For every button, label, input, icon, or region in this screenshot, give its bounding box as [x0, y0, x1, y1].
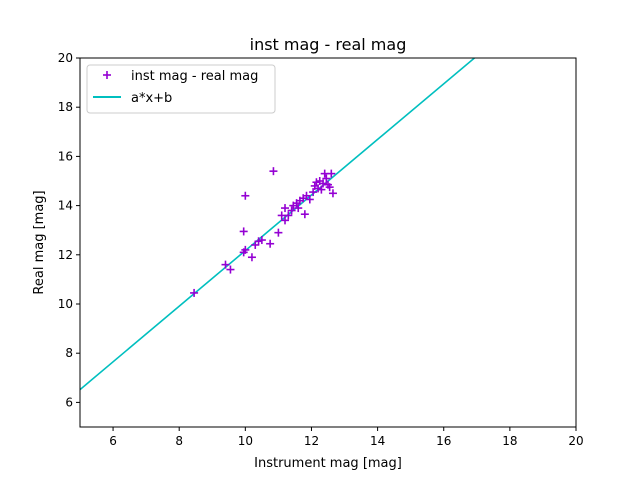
y-axis: 6 8 10 12 14 16 18 20 — [58, 51, 80, 409]
data-point — [322, 174, 331, 183]
data-point — [287, 206, 296, 215]
legend-label-scatter: inst mag - real mag — [131, 69, 258, 84]
data-point — [281, 204, 290, 213]
y-tick-label: 8 — [65, 346, 73, 360]
legend-marker-scatter — [103, 71, 111, 79]
data-point — [239, 227, 248, 236]
y-tick-label: 10 — [58, 297, 73, 311]
legend-box — [86, 64, 276, 114]
plot-frame — [79, 57, 577, 428]
data-point — [281, 216, 290, 225]
data-point — [269, 167, 278, 176]
x-axis-label: Instrument mag [mag] — [254, 456, 402, 471]
x-tick-label: 6 — [109, 434, 117, 448]
y-tick-label: 20 — [58, 51, 73, 65]
y-axis-label: Real mag [mag] — [32, 190, 47, 294]
data-point — [266, 239, 275, 248]
data-point — [309, 188, 318, 197]
data-point — [274, 228, 283, 237]
data-point — [284, 211, 293, 220]
x-axis: 6 8 10 12 14 16 18 20 — [109, 427, 584, 448]
y-tick-label: 14 — [58, 199, 73, 213]
data-point — [327, 169, 336, 178]
legend: inst mag - real mag a*x+b — [86, 64, 276, 114]
y-tick-label: 6 — [65, 395, 73, 409]
plot-area — [80, 58, 476, 391]
data-point — [221, 260, 230, 269]
x-tick-label: 8 — [175, 434, 183, 448]
data-point — [241, 245, 250, 254]
x-tick-label: 12 — [304, 434, 319, 448]
data-point — [325, 183, 334, 192]
x-tick-label: 14 — [370, 434, 385, 448]
data-point — [300, 210, 309, 219]
data-point — [257, 236, 266, 245]
x-tick-label: 10 — [238, 434, 253, 448]
legend-label-fit-line: a*x+b — [131, 91, 172, 106]
data-point — [241, 191, 250, 200]
y-tick-label: 18 — [58, 100, 73, 114]
y-tick-label: 12 — [58, 248, 73, 262]
data-point — [190, 288, 199, 297]
chart-title: inst mag - real mag — [250, 35, 407, 54]
data-point — [294, 204, 303, 213]
data-point — [226, 265, 235, 274]
data-point — [319, 179, 328, 188]
x-tick-label: 16 — [436, 434, 451, 448]
data-point — [317, 185, 326, 194]
data-point — [305, 195, 314, 204]
x-tick-label: 20 — [568, 434, 583, 448]
y-tick-label: 16 — [58, 149, 73, 163]
data-point — [247, 253, 256, 262]
x-tick-label: 18 — [502, 434, 517, 448]
data-point — [328, 189, 337, 198]
